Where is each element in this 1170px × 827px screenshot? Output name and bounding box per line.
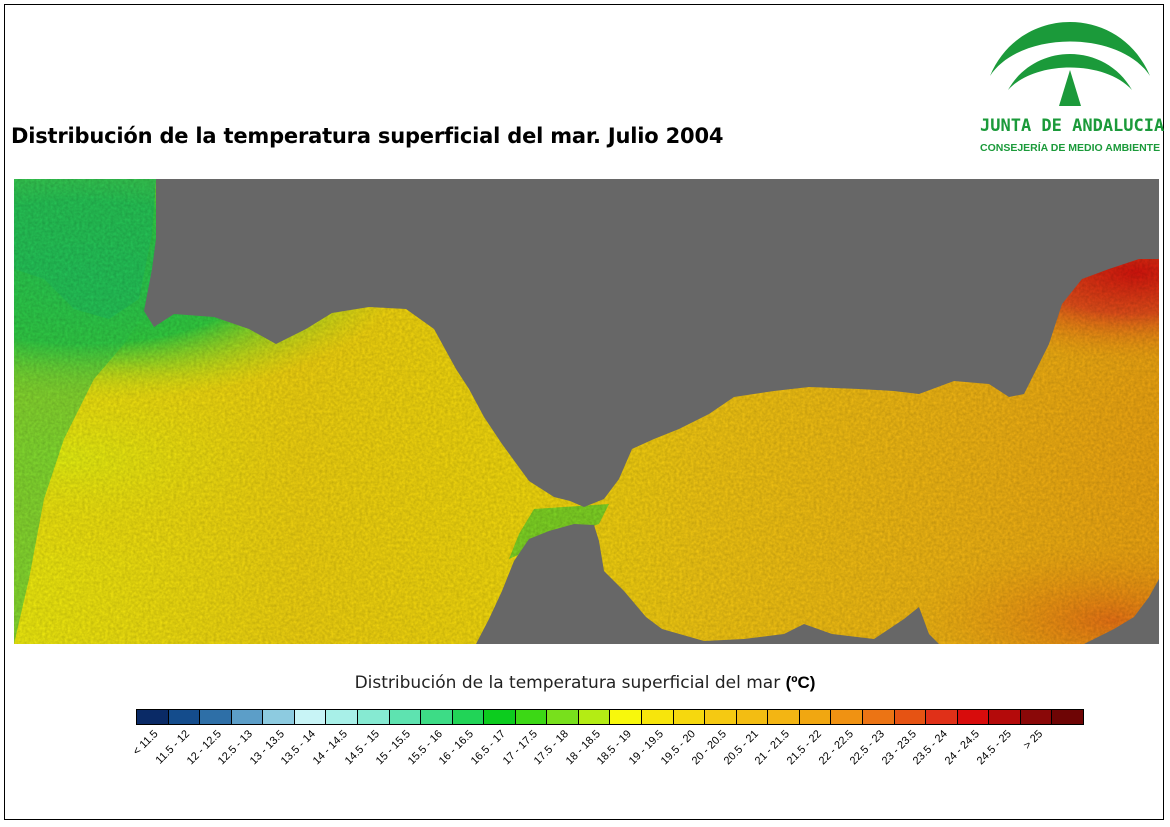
legend-swatch xyxy=(389,710,422,724)
legend-swatch xyxy=(484,710,516,724)
legend-swatch xyxy=(799,710,832,724)
land-iberia xyxy=(144,179,1159,507)
legend-swatch xyxy=(294,710,327,724)
legend-swatch xyxy=(736,710,769,724)
legend-swatch xyxy=(642,710,674,724)
legend-swatch xyxy=(894,710,927,724)
legend-swatch xyxy=(263,710,295,724)
legend-swatch xyxy=(231,710,264,724)
map-frame xyxy=(4,4,1164,820)
legend-swatch xyxy=(768,710,800,724)
legend-swatch xyxy=(1052,710,1083,724)
land-morocco xyxy=(476,524,939,644)
legend-title: Distribución de la temperatura superfici… xyxy=(0,673,1170,693)
junta-de-andalucia-logo: JUNTA DE ANDALUCIA CONSEJERÍA DE MEDIO A… xyxy=(980,14,1165,164)
logo-name: JUNTA DE ANDALUCIA xyxy=(980,116,1165,136)
legend-swatch xyxy=(862,710,895,724)
logo-subtitle: CONSEJERÍA DE MEDIO AMBIENTE xyxy=(980,142,1161,154)
legend-swatch xyxy=(547,710,579,724)
legend-swatch xyxy=(926,710,958,724)
legend-swatch xyxy=(357,710,390,724)
legend-swatch xyxy=(1020,710,1053,724)
land-algeria xyxy=(1084,579,1159,644)
legend-swatch xyxy=(578,710,611,724)
legend-color-bar xyxy=(136,709,1084,725)
legend-swatch xyxy=(326,710,358,724)
legend-swatch xyxy=(421,710,453,724)
legend-swatch xyxy=(989,710,1021,724)
legend-swatch xyxy=(168,710,201,724)
logo-emblem-icon xyxy=(990,22,1150,106)
legend-swatch xyxy=(137,710,169,724)
legend-swatch xyxy=(673,710,706,724)
legend-swatch xyxy=(200,710,232,724)
legend-swatch xyxy=(831,710,863,724)
legend-swatch xyxy=(610,710,642,724)
sea-temperature-map xyxy=(14,179,1159,644)
map-title: Distribución de la temperatura superfici… xyxy=(11,124,724,148)
legend-swatch xyxy=(705,710,737,724)
legend-title-text: Distribución de la temperatura superfici… xyxy=(354,673,786,693)
legend-swatch xyxy=(957,710,990,724)
legend-unit: (ºC) xyxy=(785,673,816,692)
legend-swatch xyxy=(515,710,548,724)
legend-swatch xyxy=(452,710,485,724)
